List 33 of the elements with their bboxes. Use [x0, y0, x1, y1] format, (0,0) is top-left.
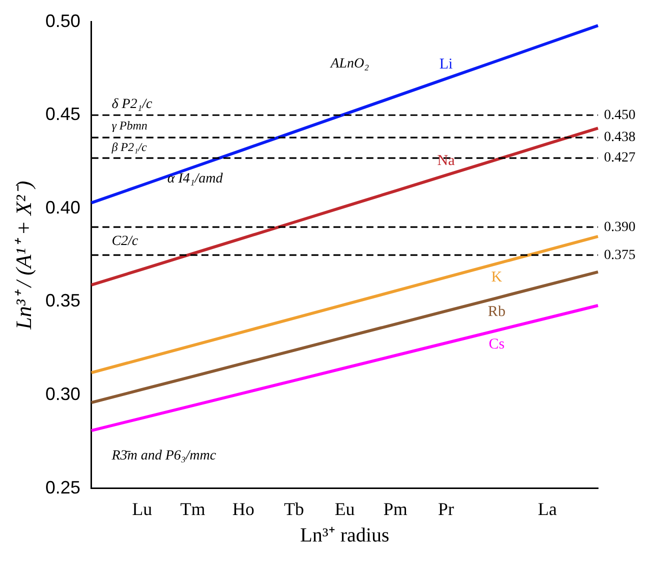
series-label: Na [437, 153, 456, 170]
ref-line-label: 0.390 [604, 220, 636, 235]
x-axis-title: Ln³⁺ radius [300, 524, 390, 546]
ref-line-label: 0.375 [604, 248, 636, 263]
annotation: β P2₁/c [110, 140, 148, 154]
series-label: K [491, 270, 502, 286]
series-label: Cs [488, 336, 505, 352]
y-tick-label: 0.25 [45, 477, 80, 498]
x-tick-label: Pr [438, 498, 454, 519]
ref-line-label: 0.438 [604, 130, 636, 146]
series-label: Li [439, 56, 453, 73]
x-tick-label: Ho [232, 498, 254, 519]
x-tick-label: Tb [284, 498, 304, 519]
y-tick-label: 0.40 [45, 197, 80, 218]
annotation: C2/c [112, 234, 139, 249]
y-tick-label: 0.35 [45, 290, 80, 311]
annotation: ALnO₂ [330, 56, 370, 72]
x-tick-label: Pm [383, 498, 408, 519]
y-tick-label: 0.45 [45, 104, 80, 124]
annotation: R3̄m and P6₃/mmc [110, 448, 217, 464]
y-tick-label: 0.50 [45, 10, 80, 31]
annotation: γ Pbmn [112, 118, 148, 132]
annotation: α I4₁/amd [167, 171, 224, 186]
ref-line-label: 0.427 [604, 150, 636, 166]
x-tick-label: La [538, 498, 557, 519]
series-label: Rb [488, 304, 506, 320]
y-tick-label: 0.30 [45, 384, 80, 404]
y-axis-title: Ln³⁺ / (A¹⁺ + X²⁻) [10, 180, 36, 330]
x-tick-label: Eu [334, 498, 355, 519]
annotation: δ P2₁/c [112, 96, 154, 112]
ref-line-label: 0.450 [604, 108, 636, 123]
x-tick-label: Tm [180, 498, 206, 519]
x-tick-label: Lu [132, 498, 152, 519]
